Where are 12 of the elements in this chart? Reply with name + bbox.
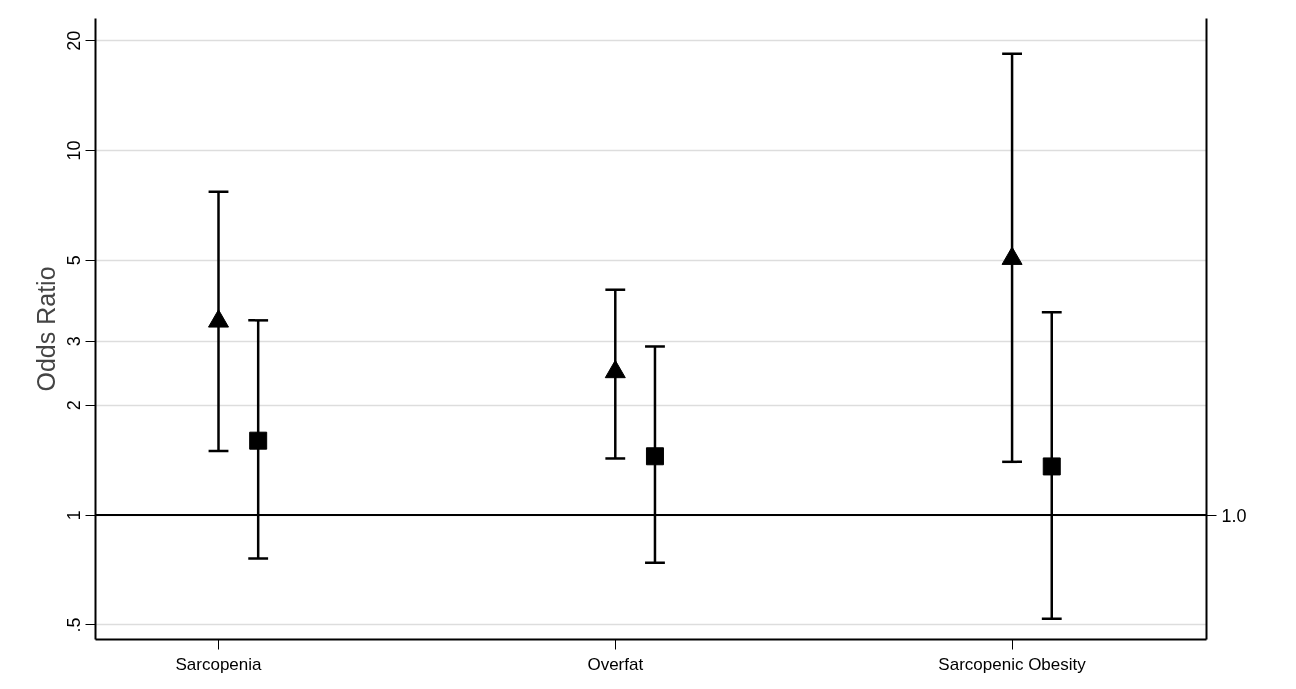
y-axis-title: Odds Ratio [31,266,60,392]
x-tick-label: Sarcopenia [175,654,263,674]
y-tick-label: 1 [64,510,85,521]
y-tick-label: 2 [64,400,85,411]
x-tick-label: Sarcopenic Obesity [938,654,1087,674]
y-tick-label: 20 [64,30,85,51]
ref-line-label: 1.0 [1221,505,1247,526]
x-tick-label: Overfat [587,654,644,674]
y-tick-label: .5 [64,617,85,633]
y-tick-label: 10 [64,140,85,161]
y-tick-label: 5 [64,255,85,266]
y-tick-label: 3 [64,336,85,347]
